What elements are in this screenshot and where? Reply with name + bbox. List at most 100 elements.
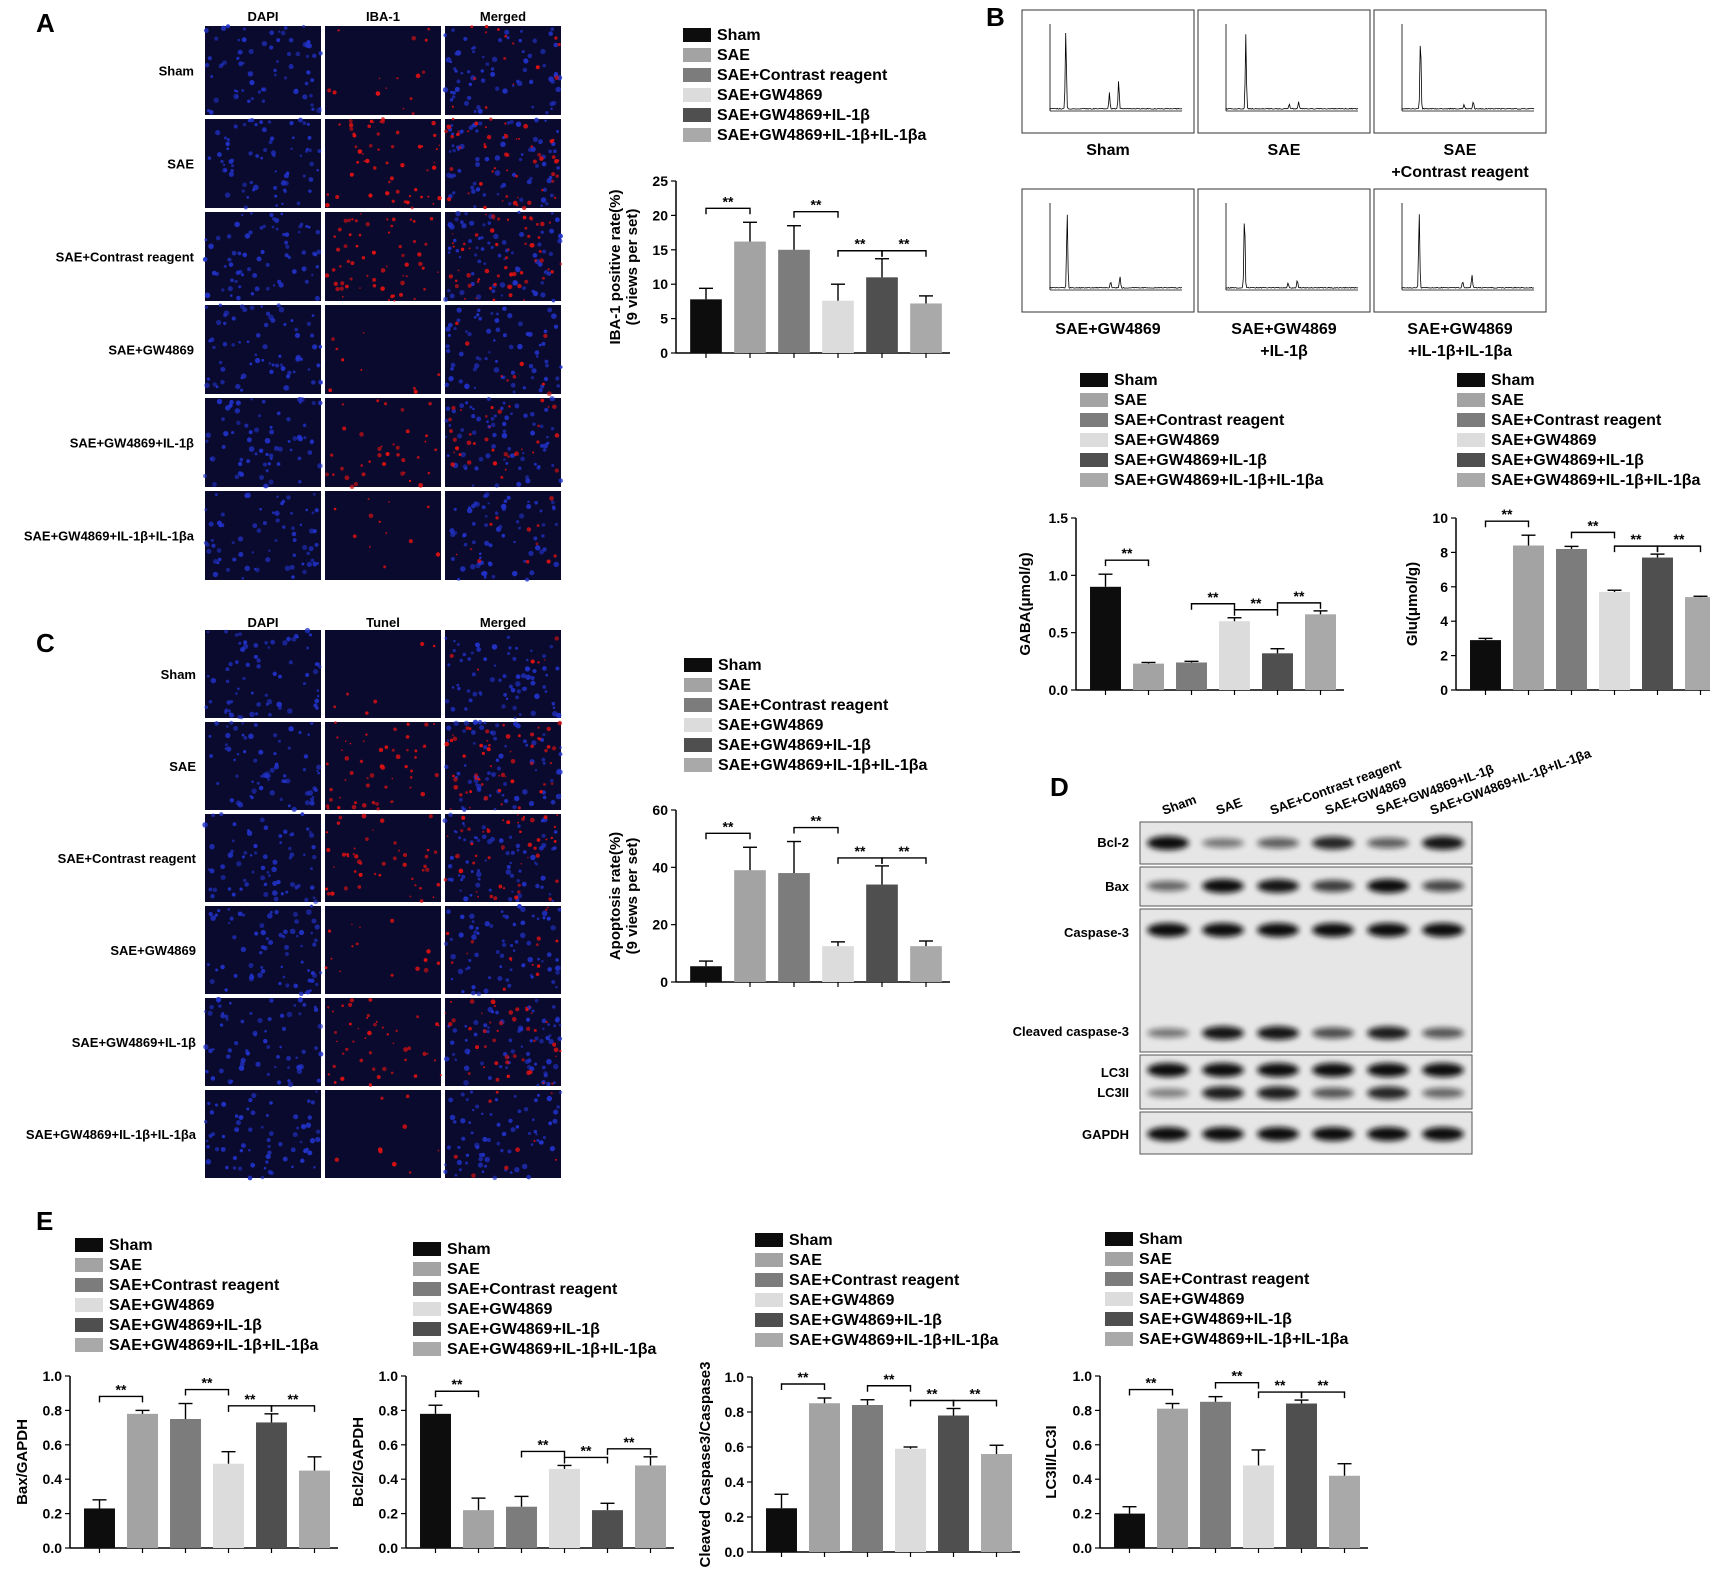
dapi-nucleus [249, 79, 255, 86]
dapi-nucleus [240, 646, 246, 653]
significance-label: ** [288, 1391, 299, 1407]
dapi-nucleus [223, 313, 228, 318]
panel-c-column-header: Tunel [366, 615, 400, 630]
blot-strip [1139, 821, 1473, 865]
dapi-nucleus [473, 501, 478, 506]
legend-swatch-sae-gw4869-il-1 [1457, 453, 1485, 467]
bar-sae-gw4869 [1219, 621, 1250, 690]
dapi-nucleus [495, 327, 501, 333]
dapi-nucleus [215, 235, 221, 241]
stain-signal [349, 484, 355, 490]
dapi-nucleus [514, 940, 519, 944]
dapi-nucleus [475, 836, 478, 840]
dapi-nucleus [291, 575, 295, 579]
significance-label: ** [927, 1386, 938, 1402]
stain-signal [425, 867, 430, 872]
dapi-nucleus [470, 990, 476, 996]
dapi-nucleus [238, 285, 242, 289]
dapi-nucleus [300, 1158, 305, 1164]
dapi-nucleus [302, 768, 307, 772]
stain-signal [506, 218, 510, 221]
stain-signal [464, 297, 466, 300]
dapi-nucleus [244, 565, 251, 572]
significance-bracket [434, 1390, 480, 1398]
chromatogram-frame [1021, 188, 1195, 313]
dapi-nucleus [265, 1154, 271, 1160]
bar-sae-gw4869-il-1 [938, 1415, 969, 1552]
dapi-nucleus [210, 1076, 216, 1081]
dapi-nucleus [454, 51, 459, 56]
dapi-nucleus [484, 156, 490, 162]
stain-signal [451, 405, 456, 411]
dapi-nucleus [269, 1101, 273, 1105]
dapi-nucleus [227, 887, 232, 891]
stain-signal [462, 754, 466, 758]
bar-sham [766, 1508, 797, 1552]
dapi-nucleus [283, 323, 287, 327]
dapi-nucleus [477, 236, 482, 240]
dapi-nucleus [447, 246, 452, 251]
stain-signal [367, 124, 372, 129]
dapi-nucleus [262, 521, 267, 526]
stain-signal [446, 835, 449, 838]
dapi-nucleus [496, 312, 499, 316]
dapi-nucleus [477, 259, 482, 264]
legend-swatch-sae-gw4869-il-1-il-1-a [755, 1333, 783, 1347]
stain-signal [426, 169, 429, 172]
legend-label-sae: SAE [447, 1261, 480, 1278]
stain-signal [495, 1077, 500, 1082]
dapi-nucleus [279, 1013, 285, 1018]
stain-signal [508, 293, 513, 298]
stain-signal [436, 961, 441, 965]
stain-signal [396, 77, 399, 80]
dapi-nucleus [208, 734, 212, 738]
stain-signal [405, 200, 410, 205]
dapi-nucleus [304, 897, 309, 903]
stain-signal [517, 196, 519, 199]
stain-signal [341, 403, 345, 406]
dapi-nucleus [307, 450, 313, 455]
stain-signal [450, 462, 456, 467]
stain-signal [359, 759, 364, 764]
significance-label: ** [245, 1391, 256, 1407]
legend-label-sae-gw4869-il-1: SAE+GW4869+IL-1β [447, 1321, 600, 1338]
dapi-nucleus [508, 344, 514, 350]
dapi-nucleus [204, 305, 209, 309]
stain-signal [477, 559, 482, 564]
dapi-nucleus [302, 24, 306, 28]
dapi-nucleus [313, 1005, 317, 1009]
dapi-nucleus [256, 664, 261, 669]
y-tick-label: 0 [660, 974, 668, 990]
dapi-nucleus [471, 413, 476, 419]
panel-a-column-header: IBA-1 [366, 9, 400, 24]
dapi-nucleus [506, 121, 511, 125]
stain-signal [486, 747, 491, 752]
legend-label-sae: SAE [717, 47, 750, 64]
stain-signal [432, 896, 435, 899]
dapi-nucleus [277, 705, 283, 710]
dapi-nucleus [292, 553, 297, 558]
dapi-nucleus [517, 343, 523, 350]
dapi-nucleus [270, 910, 273, 914]
dapi-nucleus [545, 201, 549, 206]
dapi-nucleus [510, 1049, 516, 1054]
dapi-nucleus [559, 746, 562, 749]
dapi-nucleus [502, 914, 506, 918]
dapi-nucleus [450, 367, 454, 371]
stain-signal [536, 964, 541, 968]
dapi-nucleus [530, 1143, 534, 1146]
dapi-nucleus [551, 464, 555, 467]
dapi-nucleus [541, 910, 548, 917]
stain-signal [489, 764, 493, 768]
dapi-nucleus [310, 78, 315, 83]
bar-sae-gw4869 [822, 300, 854, 353]
dapi-nucleus [549, 193, 554, 198]
stain-signal [512, 1054, 517, 1059]
dapi-nucleus [307, 225, 311, 229]
stain-signal [416, 1015, 420, 1019]
dapi-nucleus [225, 679, 230, 684]
stain-signal [551, 179, 555, 183]
blot-band [1422, 836, 1464, 850]
dapi-nucleus [490, 311, 494, 315]
significance-label: ** [1275, 1377, 1286, 1393]
